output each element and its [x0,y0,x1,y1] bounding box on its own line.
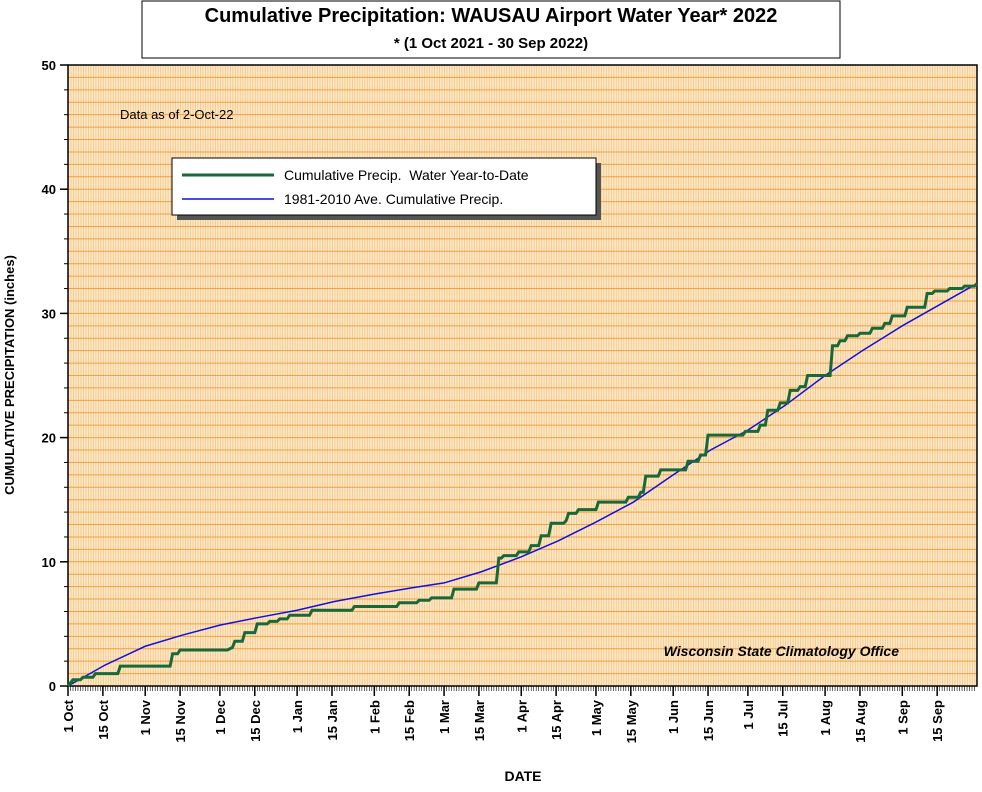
chart-title: Cumulative Precipitation: WAUSAU Airport… [205,5,778,27]
chart-subtitle: * (1 Oct 2021 - 30 Sep 2022) [394,35,588,52]
title-box [141,0,841,59]
x-tick-label: 15 Jun [701,700,716,741]
x-tick-label: 1 Aug [818,700,833,736]
x-tick-label: 15 Nov [173,699,188,742]
x-tick-label: 1 Jan [290,700,305,733]
x-tick-label: 1 Nov [138,699,153,735]
x-tick-label: 15 Oct [96,699,111,739]
y-tick-label: 30 [42,306,56,321]
x-tick-label: 15 Feb [402,700,417,741]
x-tick-label: 15 Jul [776,700,791,737]
y-tick-label: 20 [42,431,56,446]
x-tick-label: 1 May [589,699,604,736]
x-tick-label: 1 Dec [213,700,228,735]
x-axis-label: DATE [504,768,541,784]
y-tick-label: 50 [42,58,56,73]
x-tick-label: 15 Jan [325,700,340,741]
annotation: Data as of 2-Oct-22 [120,107,233,122]
x-tick-label: 1 Mar [437,700,452,734]
legend-label: 1981-2010 Ave. Cumulative Precip. [284,191,503,207]
annotation: Wisconsin State Climatology Office [664,643,900,659]
data-line [66,282,979,687]
x-tick-label: 1 Apr [514,700,529,733]
x-tick-label: 15 Aug [853,700,868,743]
x-tick-label: 15 Sep [930,700,945,742]
y-tick-label: 10 [42,555,56,570]
legend-label: Cumulative Precip. Water Year-to-Date [284,167,529,183]
x-tick-label: 1 Jun [666,700,681,734]
legend-box [171,157,597,216]
x-tick-label: 1 Oct [61,699,76,732]
y-tick-label: 40 [42,182,56,197]
x-tick-label: 1 Feb [367,700,382,734]
plot-border [67,64,978,687]
y-axis-label: CUMULATIVE PRECIPITATION (inches) [2,255,17,495]
x-tick-label: 15 Mar [472,700,487,741]
x-tick-label: 15 Apr [549,700,564,740]
x-tick-label: 15 Dec [248,700,263,742]
x-tick-label: 1 Sep [895,700,910,735]
x-tick-label: 1 Jul [741,700,756,730]
y-tick-label: 0 [49,679,56,694]
x-tick-label: 15 May [624,699,639,743]
